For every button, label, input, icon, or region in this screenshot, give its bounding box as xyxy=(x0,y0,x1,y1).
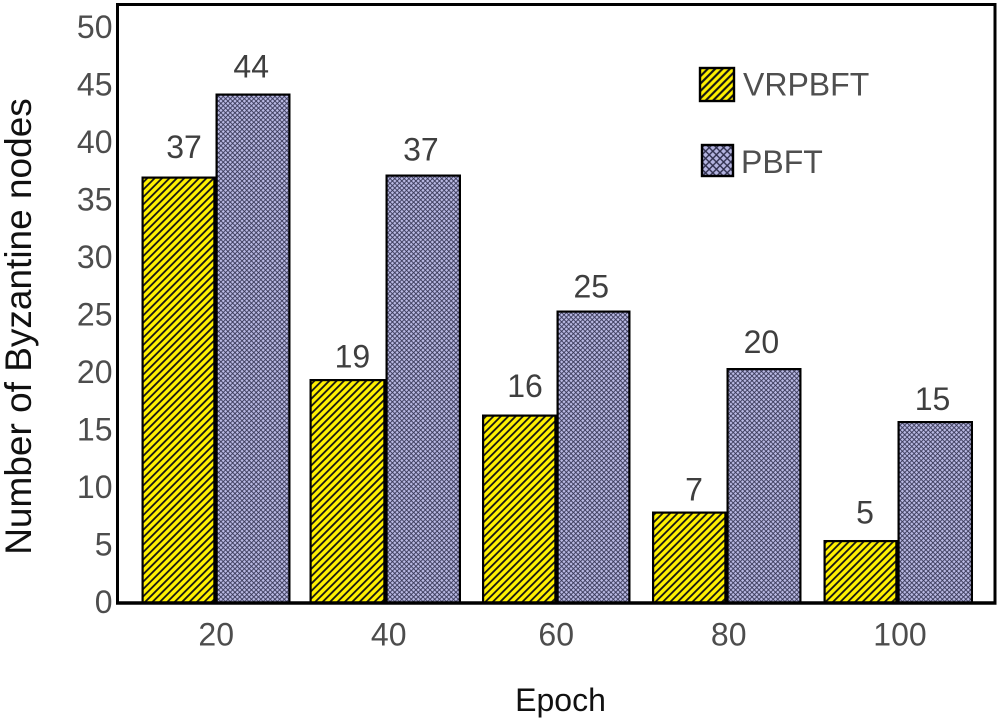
svg-text:25: 25 xyxy=(574,269,610,305)
svg-text:10: 10 xyxy=(77,469,113,505)
svg-text:PBFT: PBFT xyxy=(741,144,823,180)
svg-text:5: 5 xyxy=(95,526,113,562)
svg-text:37: 37 xyxy=(403,131,439,167)
svg-text:44: 44 xyxy=(233,49,269,85)
svg-text:30: 30 xyxy=(77,239,113,275)
svg-text:25: 25 xyxy=(77,296,113,332)
svg-text:20: 20 xyxy=(77,354,113,390)
svg-text:45: 45 xyxy=(77,66,113,102)
svg-text:VRPBFT: VRPBFT xyxy=(743,67,869,103)
svg-text:15: 15 xyxy=(77,411,113,447)
svg-text:40: 40 xyxy=(77,124,113,160)
svg-text:15: 15 xyxy=(915,381,951,417)
svg-text:Number of Byzantine nodes: Number of Byzantine nodes xyxy=(0,98,39,555)
svg-text:20: 20 xyxy=(198,617,234,653)
svg-text:37: 37 xyxy=(166,129,202,165)
svg-text:Epoch: Epoch xyxy=(515,682,606,718)
svg-text:50: 50 xyxy=(77,9,113,45)
svg-text:19: 19 xyxy=(335,339,371,375)
svg-text:35: 35 xyxy=(77,181,113,217)
svg-text:40: 40 xyxy=(371,617,407,653)
svg-text:20: 20 xyxy=(744,324,780,360)
svg-text:100: 100 xyxy=(873,617,926,653)
svg-text:5: 5 xyxy=(856,495,874,531)
svg-text:16: 16 xyxy=(507,368,543,404)
svg-text:7: 7 xyxy=(685,472,703,508)
svg-text:0: 0 xyxy=(95,584,113,620)
svg-text:80: 80 xyxy=(711,617,747,653)
svg-text:60: 60 xyxy=(538,617,574,653)
